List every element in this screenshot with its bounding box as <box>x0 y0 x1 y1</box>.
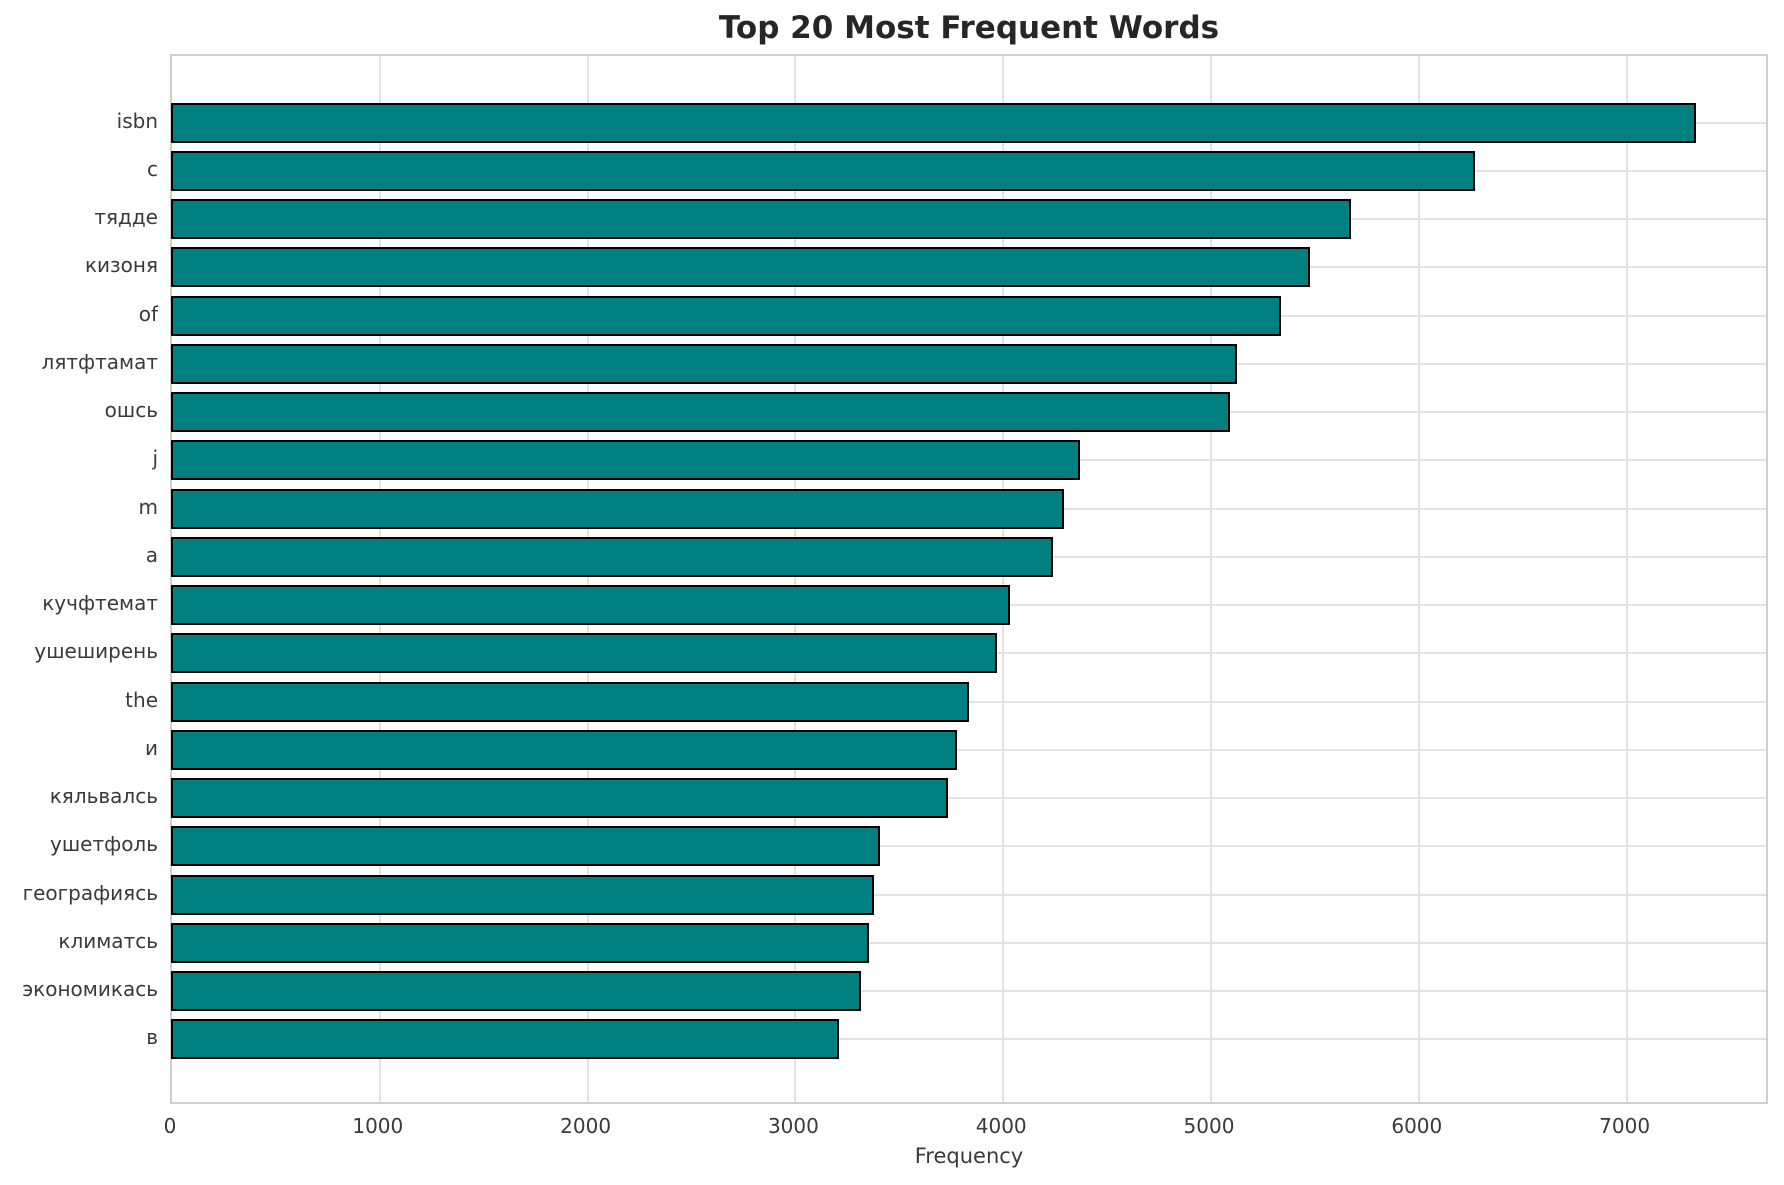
horizontal-gridline <box>172 990 1766 993</box>
y-tick-label: кучфтемат <box>42 591 158 616</box>
bar <box>171 826 880 867</box>
bar <box>171 778 948 819</box>
x-tick-label: 3000 <box>767 1114 819 1138</box>
y-tick-label: экономикась <box>22 977 158 1002</box>
bar <box>171 343 1237 384</box>
vertical-gridline <box>1417 56 1420 1102</box>
bar <box>171 729 957 770</box>
y-tick-label: the <box>125 687 158 712</box>
bar <box>171 681 969 722</box>
x-tick-label: 5000 <box>1183 1114 1235 1138</box>
y-tick-label: кизоня <box>84 253 158 278</box>
bar <box>171 874 874 915</box>
y-tick-label: isbn <box>116 108 158 133</box>
bar <box>171 488 1064 529</box>
bar <box>171 199 1351 240</box>
y-tick-label: климатсь <box>58 928 158 953</box>
x-tick-label: 0 <box>163 1114 177 1138</box>
x-tick-label: 1000 <box>352 1114 404 1138</box>
vertical-gridline <box>794 56 797 1102</box>
bar <box>171 971 861 1012</box>
bar <box>171 585 1010 626</box>
bar <box>171 633 997 674</box>
x-tick-label: 4000 <box>975 1114 1027 1138</box>
horizontal-gridline <box>172 1038 1766 1041</box>
horizontal-gridline <box>172 941 1766 944</box>
y-tick-label: тядде <box>94 205 158 230</box>
y-tick-label: c <box>147 156 158 181</box>
y-tick-label: j <box>152 446 158 471</box>
y-tick-label: m <box>138 494 158 519</box>
bar <box>171 922 869 963</box>
bar <box>171 150 1475 191</box>
horizontal-gridline <box>172 748 1766 751</box>
horizontal-gridline <box>172 893 1766 896</box>
y-tick-label: в <box>146 1025 158 1050</box>
y-tick-label: of <box>138 301 158 326</box>
y-tick-label: ушетфоль <box>50 832 158 857</box>
horizontal-gridline <box>172 700 1766 703</box>
bar <box>171 392 1230 433</box>
bar <box>171 1019 839 1060</box>
y-tick-label: лятфтамат <box>41 349 158 374</box>
bar <box>171 247 1310 288</box>
vertical-gridline <box>1002 56 1005 1102</box>
bar <box>171 536 1053 577</box>
y-tick-label: географиясь <box>22 880 158 905</box>
y-tick-label: кяльвалсь <box>49 784 158 809</box>
y-tick-label: ушеширень <box>34 639 158 664</box>
bar <box>171 102 1696 143</box>
x-axis-title: Frequency <box>914 1144 1024 1168</box>
horizontal-gridline <box>172 797 1766 800</box>
plot-area <box>170 54 1768 1104</box>
vertical-gridline <box>378 56 381 1102</box>
vertical-gridline <box>586 56 589 1102</box>
bar <box>171 440 1080 481</box>
horizontal-gridline <box>172 845 1766 848</box>
x-tick-label: 7000 <box>1599 1114 1651 1138</box>
y-tick-label: ошсь <box>104 398 158 423</box>
vertical-gridline <box>1625 56 1628 1102</box>
bar <box>171 295 1281 336</box>
x-tick-label: 2000 <box>560 1114 612 1138</box>
vertical-gridline <box>1210 56 1212 1102</box>
chart-title: Top 20 Most Frequent Words <box>718 10 1220 46</box>
x-tick-label: 6000 <box>1391 1114 1443 1138</box>
y-tick-label: a <box>145 542 158 567</box>
y-tick-label: и <box>145 735 158 760</box>
